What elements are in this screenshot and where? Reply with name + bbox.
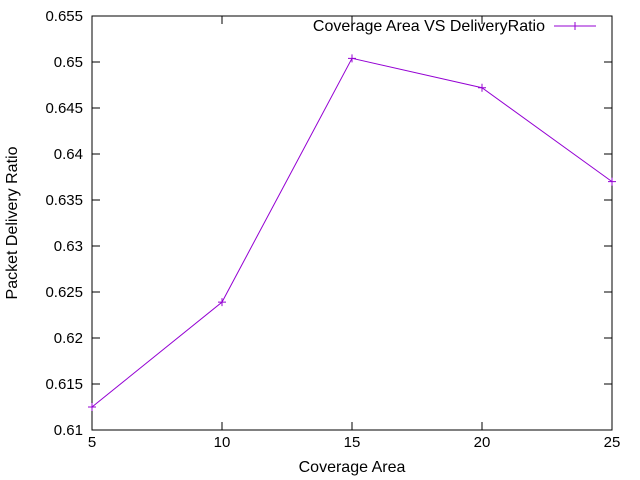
data-point-marker xyxy=(348,54,356,63)
y-tick-label: 0.635 xyxy=(45,192,83,209)
y-tick-label: 0.625 xyxy=(45,284,83,301)
y-tick-label: 0.615 xyxy=(45,376,83,393)
x-tick-label: 10 xyxy=(214,434,231,451)
legend-label: Coverage Area VS DeliveryRatio xyxy=(313,18,545,35)
y-tick-label: 0.61 xyxy=(54,422,83,439)
y-axis-label: Packet Delivery Ratio xyxy=(4,146,21,299)
legend-marker xyxy=(571,22,579,30)
data-point-marker xyxy=(218,298,226,307)
y-tick-label: 0.63 xyxy=(54,238,83,255)
x-tick-label: 15 xyxy=(344,434,361,451)
y-tick-label: 0.645 xyxy=(45,100,83,117)
y-tick-label: 0.62 xyxy=(54,330,83,347)
y-tick-label: 0.655 xyxy=(45,8,83,25)
data-point-marker xyxy=(608,177,616,186)
data-point-marker xyxy=(88,403,96,411)
x-axis-label: Coverage Area xyxy=(299,459,406,476)
y-axis-ticks: 0.61 0.615 0.62 0.625 0.63 0.635 0.64 0.645 0.65… xyxy=(45,8,612,439)
legend: Coverage Area VS DeliveryRatio xyxy=(313,18,596,35)
data-point-marker xyxy=(478,83,486,92)
x-tick-label: 20 xyxy=(474,434,491,451)
x-tick-label: 25 xyxy=(604,434,621,451)
y-tick-label: 0.64 xyxy=(54,146,83,163)
x-axis-ticks: 5 10 15 20 25 xyxy=(88,16,621,451)
y-tick-label: 0.65 xyxy=(54,54,83,71)
x-tick-label: 5 xyxy=(88,434,96,451)
series-layer xyxy=(88,54,616,411)
